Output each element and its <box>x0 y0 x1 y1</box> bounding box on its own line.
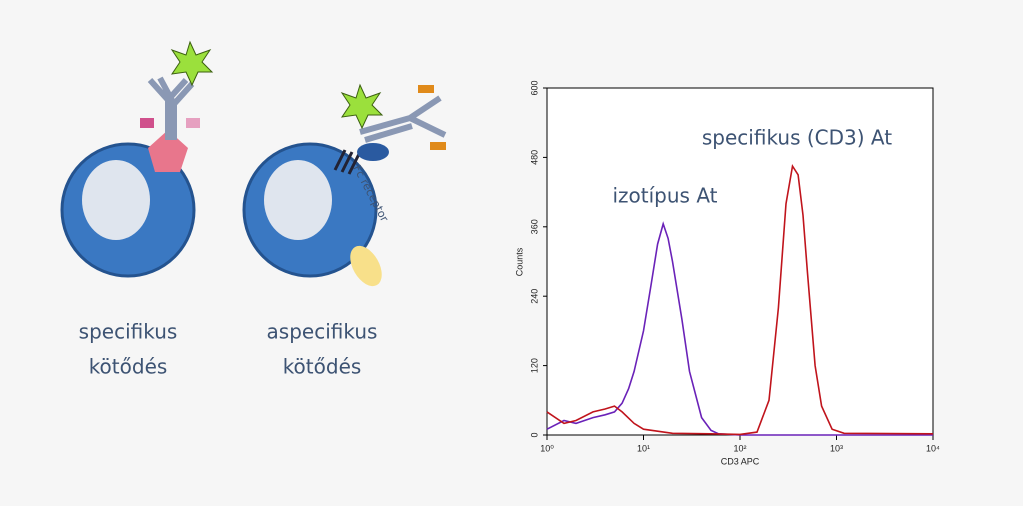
binding-site <box>186 118 200 128</box>
x-axis-label: CD3 APC <box>721 456 760 466</box>
y-tick-label: 360 <box>529 219 539 234</box>
x-tick-label: 10² <box>733 443 746 453</box>
y-axis-label: Counts <box>514 247 524 276</box>
antibody <box>147 76 195 140</box>
series-annotation: izotípus At <box>612 184 717 208</box>
antibody <box>359 95 447 143</box>
caption: aspecifikus <box>267 320 378 344</box>
yellow-particle <box>350 245 382 287</box>
caption: kötődés <box>283 355 362 379</box>
antigen <box>148 130 188 172</box>
histogram-line <box>546 221 933 436</box>
nucleus <box>264 160 332 240</box>
fluorophore <box>340 83 384 130</box>
x-tick-label: 10³ <box>830 443 843 453</box>
y-tick-label: 0 <box>529 432 539 437</box>
plot-frame <box>546 87 934 436</box>
nucleus <box>82 160 150 240</box>
x-tick-label: 10¹ <box>637 443 650 453</box>
binding-site <box>430 142 446 150</box>
fc-receptor <box>333 149 361 175</box>
binding-site <box>140 118 154 128</box>
specific-binding-cell <box>60 40 214 278</box>
fluorophore <box>170 40 214 87</box>
binding-site <box>418 85 434 93</box>
histogram-line <box>546 163 934 436</box>
series-annotation: specifikus (CD3) At <box>702 126 892 150</box>
x-tick-label: 10⁴ <box>926 443 940 453</box>
receptor-head <box>357 143 389 161</box>
y-tick-label: 120 <box>529 358 539 373</box>
x-tick-label: 10⁰ <box>540 443 554 453</box>
caption: kötődés <box>89 355 168 379</box>
caption: specifikus <box>79 320 178 344</box>
y-tick-label: 480 <box>529 150 539 165</box>
y-tick-label: 240 <box>529 289 539 304</box>
y-tick-label: 600 <box>529 80 539 95</box>
